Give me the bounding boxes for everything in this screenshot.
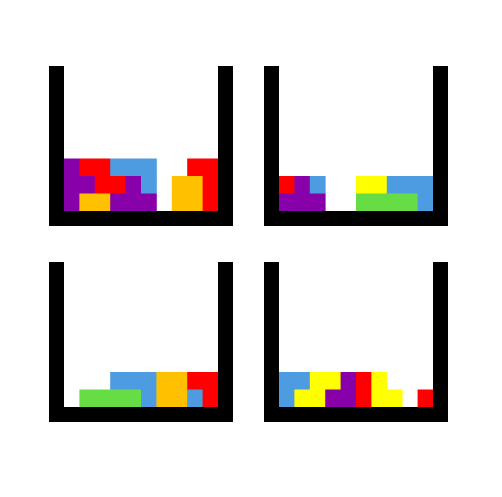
block xyxy=(156,372,173,390)
block xyxy=(110,158,126,177)
block xyxy=(279,193,295,212)
block xyxy=(156,389,173,408)
block xyxy=(141,389,157,408)
block xyxy=(371,372,388,390)
block xyxy=(94,389,111,408)
block xyxy=(386,389,403,408)
block xyxy=(79,176,96,194)
block xyxy=(110,372,126,390)
well-right-wall xyxy=(433,262,448,422)
block xyxy=(94,176,111,194)
block xyxy=(110,176,126,194)
well-left-wall xyxy=(264,66,279,226)
block xyxy=(417,193,434,212)
block xyxy=(79,158,96,177)
well-floor xyxy=(49,211,233,226)
block xyxy=(125,158,142,177)
block xyxy=(125,176,142,194)
block xyxy=(171,176,188,194)
block xyxy=(79,193,96,212)
block xyxy=(309,176,326,194)
well-floor xyxy=(264,211,448,226)
block xyxy=(187,193,203,212)
block xyxy=(125,389,142,408)
block xyxy=(141,158,157,177)
block xyxy=(402,193,418,212)
block xyxy=(386,193,403,212)
block xyxy=(187,158,203,177)
block xyxy=(202,389,219,408)
block xyxy=(202,193,219,212)
well-left-wall xyxy=(49,66,64,226)
block xyxy=(371,176,388,194)
well-right-wall xyxy=(218,66,233,226)
well-right-wall xyxy=(218,262,233,422)
block xyxy=(402,176,418,194)
block xyxy=(187,372,203,390)
well-right-wall xyxy=(433,66,448,226)
block xyxy=(325,372,341,390)
block xyxy=(356,372,372,390)
block xyxy=(141,193,157,212)
block xyxy=(94,158,111,177)
block xyxy=(64,158,80,177)
well-floor xyxy=(49,407,233,422)
block xyxy=(141,372,157,390)
block xyxy=(125,372,142,390)
well-left-wall xyxy=(264,262,279,422)
block xyxy=(110,193,126,212)
block xyxy=(187,176,203,194)
block xyxy=(94,193,111,212)
block xyxy=(202,158,219,177)
block xyxy=(294,193,311,212)
block xyxy=(171,372,188,390)
block xyxy=(279,372,295,390)
block xyxy=(187,389,203,408)
block xyxy=(325,389,341,408)
block xyxy=(171,389,188,408)
block xyxy=(202,372,219,390)
block xyxy=(294,372,311,390)
block xyxy=(340,372,357,390)
block xyxy=(309,372,326,390)
block xyxy=(309,389,326,408)
well-floor xyxy=(264,407,448,422)
block xyxy=(294,389,311,408)
block xyxy=(279,389,295,408)
block xyxy=(110,389,126,408)
well-left-wall xyxy=(49,262,64,422)
block xyxy=(171,193,188,212)
block xyxy=(202,176,219,194)
block xyxy=(279,176,295,194)
block xyxy=(417,389,434,408)
block xyxy=(356,193,372,212)
block xyxy=(141,176,157,194)
block xyxy=(79,389,96,408)
block xyxy=(417,176,434,194)
block xyxy=(64,176,80,194)
block xyxy=(356,176,372,194)
block xyxy=(64,193,80,212)
block xyxy=(309,193,326,212)
block xyxy=(294,176,311,194)
block xyxy=(356,389,372,408)
block xyxy=(371,389,388,408)
block xyxy=(386,176,403,194)
block xyxy=(371,193,388,212)
block xyxy=(340,389,357,408)
block xyxy=(125,193,142,212)
